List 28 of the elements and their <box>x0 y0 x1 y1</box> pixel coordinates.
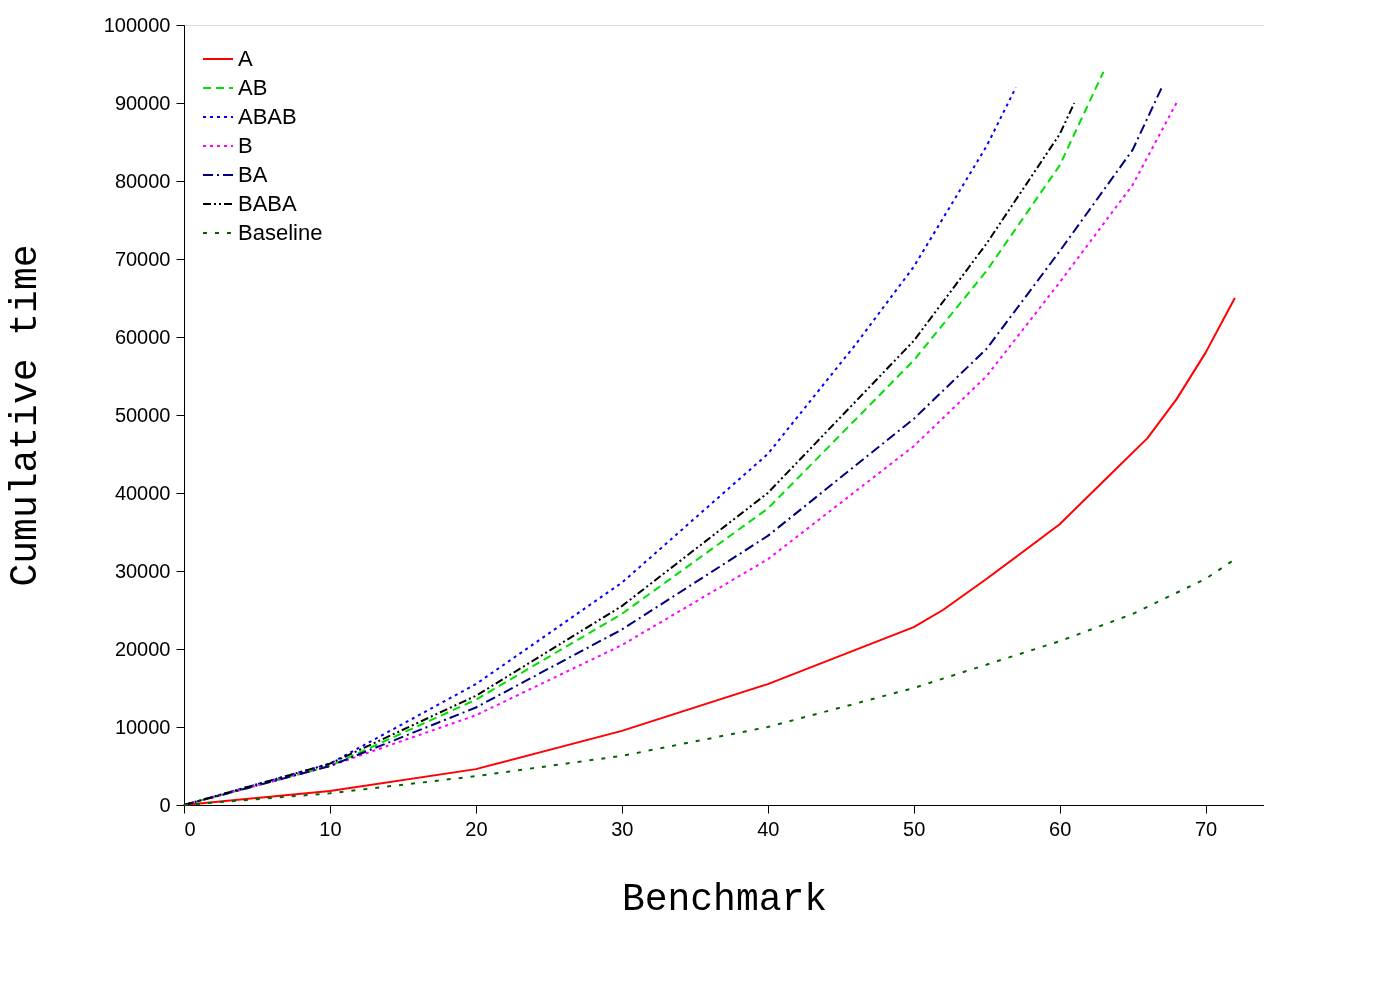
x-tick-label: 50 <box>903 817 926 840</box>
y-axis-title: Cumulative time <box>3 244 47 587</box>
y-tick-label: 30000 <box>114 559 171 582</box>
y-tick-label: 20000 <box>114 637 171 660</box>
y-tick-label: 0 <box>159 793 171 816</box>
legend-label: Baseline <box>238 220 323 245</box>
y-tick-label: 50000 <box>114 403 171 426</box>
y-tick-label: 100000 <box>103 13 171 36</box>
legend-label: BA <box>238 162 268 187</box>
x-axis-title: Benchmark <box>621 877 828 921</box>
legend-label: B <box>238 133 253 158</box>
y-tick-label: 60000 <box>114 325 171 348</box>
y-tick-label: 10000 <box>114 715 171 738</box>
x-tick-label: 10 <box>319 817 342 840</box>
x-tick-label: 60 <box>1049 817 1072 840</box>
legend-label: BABA <box>238 191 298 216</box>
legend-label: AB <box>238 75 268 100</box>
x-tick-label: 0 <box>184 817 196 840</box>
y-tick-label: 80000 <box>114 169 171 192</box>
y-tick-label: 90000 <box>114 91 171 114</box>
y-tick-label: 40000 <box>114 481 171 504</box>
x-tick-label: 40 <box>757 817 780 840</box>
x-tick-label: 70 <box>1195 817 1218 840</box>
x-tick-label: 20 <box>465 817 488 840</box>
legend-label: A <box>238 46 253 71</box>
x-tick-label: 30 <box>611 817 634 840</box>
y-tick-label: 70000 <box>114 247 171 270</box>
legend-label: ABAB <box>238 104 297 129</box>
